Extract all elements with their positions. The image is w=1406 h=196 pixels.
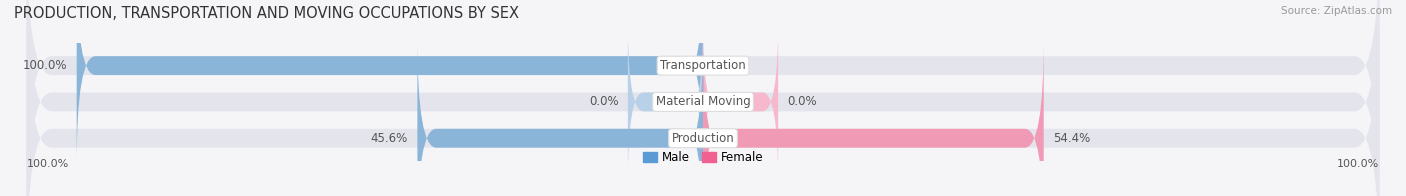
Text: Source: ZipAtlas.com: Source: ZipAtlas.com (1281, 6, 1392, 16)
Text: 100.0%: 100.0% (1337, 159, 1379, 169)
FancyBboxPatch shape (703, 21, 778, 183)
Text: 0.0%: 0.0% (589, 95, 619, 108)
Text: 100.0%: 100.0% (22, 59, 67, 72)
Text: Transportation: Transportation (661, 59, 745, 72)
Text: PRODUCTION, TRANSPORTATION AND MOVING OCCUPATIONS BY SEX: PRODUCTION, TRANSPORTATION AND MOVING OC… (14, 6, 519, 21)
FancyBboxPatch shape (703, 39, 1043, 196)
FancyBboxPatch shape (27, 0, 1379, 196)
Text: 0.0%: 0.0% (713, 59, 742, 72)
Text: 100.0%: 100.0% (27, 159, 69, 169)
Text: 0.0%: 0.0% (787, 95, 817, 108)
Text: 45.6%: 45.6% (371, 132, 408, 145)
Text: Material Moving: Material Moving (655, 95, 751, 108)
Text: 54.4%: 54.4% (1053, 132, 1091, 145)
FancyBboxPatch shape (418, 39, 703, 196)
FancyBboxPatch shape (77, 0, 703, 165)
Legend: Male, Female: Male, Female (638, 146, 768, 169)
Text: Production: Production (672, 132, 734, 145)
FancyBboxPatch shape (27, 0, 1379, 196)
FancyBboxPatch shape (27, 3, 1379, 196)
FancyBboxPatch shape (628, 21, 703, 183)
